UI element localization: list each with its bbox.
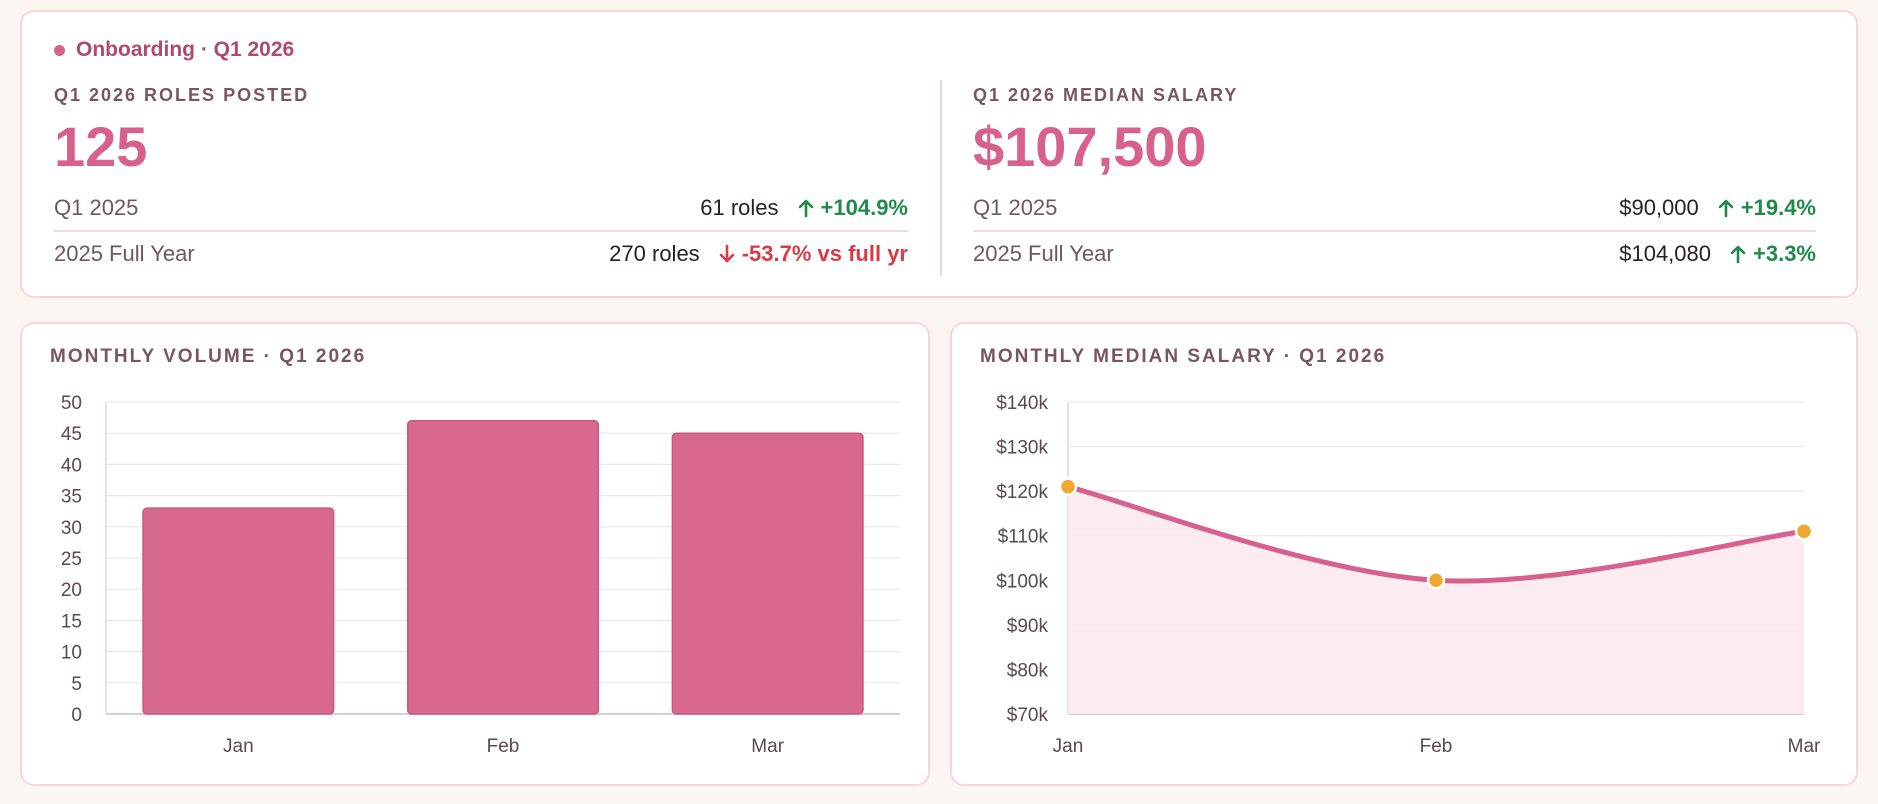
delta-text: -53.7% vs full yr	[741, 241, 908, 266]
salary-compare-q1-row: Q1 2025 $90,000 +19.4%	[973, 186, 1816, 232]
kpi-summary-card: Onboarding · Q1 2026 Q1 2026 ROLES POSTE…	[20, 10, 1858, 298]
delta-badge: +3.3%	[1729, 241, 1816, 267]
salary-point-feb	[1426, 571, 1446, 590]
bar-feb	[406, 419, 600, 715]
y-tick-label: $90k	[1007, 616, 1049, 637]
y-tick-label: 5	[71, 674, 82, 695]
y-tick-label: 50	[61, 393, 82, 414]
salary-chart-title: MONTHLY MEDIAN SALARY · Q1 2026	[980, 346, 1387, 367]
compare-value: 270 roles	[609, 241, 700, 266]
kpi-divider	[940, 80, 942, 276]
volume-chart-title: MONTHLY VOLUME · Q1 2026	[50, 346, 367, 367]
y-tick-label: 0	[71, 705, 82, 726]
roles-kpi-label: Q1 2026 ROLES POSTED	[54, 85, 310, 105]
roles-compare-fy-row: 2025 Full Year 270 roles -53.7% vs full …	[54, 232, 908, 276]
x-tick-label: Jan	[223, 736, 254, 757]
salary-point-mar	[1794, 522, 1814, 541]
section-badge-label: Onboarding · Q1 2026	[76, 38, 295, 61]
x-tick-label: Mar	[751, 736, 784, 757]
y-tick-label: $140k	[996, 393, 1048, 414]
bar-jan	[142, 507, 335, 715]
roles-posted-kpi: Q1 2026 ROLES POSTED 125 Q1 2025 61 role…	[54, 82, 908, 276]
delta-badge: +19.4%	[1717, 195, 1816, 221]
salary-kpi-label: Q1 2026 MEDIAN SALARY	[973, 85, 1239, 105]
y-tick-label: 45	[61, 424, 82, 445]
salary-point-jan	[1058, 477, 1078, 496]
arrow-up-icon	[1718, 199, 1734, 218]
compare-value: 61 roles	[700, 195, 779, 220]
y-tick-label: $120k	[996, 482, 1048, 503]
compare-label: 2025 Full Year	[54, 241, 195, 266]
arrow-up-icon	[798, 199, 813, 218]
monthly-volume-chart: 0 5 10 15 20 25 30 35 40 45 50 Jan Feb Mar	[61, 393, 900, 757]
roles-kpi-value: 125	[54, 115, 148, 178]
y-tick-label: $70k	[1007, 705, 1049, 726]
compare-label: Q1 2025	[54, 195, 139, 220]
x-tick-label: Jan	[1053, 736, 1084, 757]
delta-badge: -53.7% vs full yr	[718, 241, 908, 267]
x-tick-label: Mar	[1788, 736, 1821, 757]
arrow-down-icon	[719, 244, 734, 263]
x-tick-label: Feb	[487, 736, 520, 757]
y-tick-label: 35	[61, 487, 82, 508]
y-tick-label: $130k	[996, 438, 1048, 459]
y-tick-label: 30	[61, 518, 82, 539]
monthly-volume-card: MONTHLY VOLUME · Q1 2026 0 5 10 15 20 25 30 35 4…	[20, 322, 930, 786]
arrow-up-icon	[1730, 245, 1746, 264]
compare-label: 2025 Full Year	[973, 241, 1114, 266]
delta-badge: +104.9%	[797, 195, 908, 221]
delta-text: +19.4%	[1740, 195, 1816, 220]
y-tick-label: $110k	[998, 527, 1049, 548]
salary-compare-fy-row: 2025 Full Year $104,080 +3.3%	[973, 232, 1816, 276]
y-tick-label: $80k	[1007, 660, 1049, 681]
median-salary-kpi: Q1 2026 MEDIAN SALARY $107,500 Q1 2025 $…	[973, 82, 1816, 276]
y-tick-label: $100k	[996, 571, 1048, 592]
salary-kpi-value: $107,500	[973, 115, 1207, 178]
bar-mar	[671, 432, 864, 715]
monthly-salary-card: MONTHLY MEDIAN SALARY · Q1 2026 $70k $80k…	[950, 322, 1858, 786]
compare-value: $104,080	[1619, 241, 1711, 266]
monthly-salary-chart: $70k $80k $90k $100k $110k $120k $130k $140k Jan…	[996, 393, 1821, 757]
delta-text: +3.3%	[1753, 241, 1816, 266]
y-tick-label: 40	[61, 455, 82, 476]
compare-label: Q1 2025	[973, 195, 1058, 220]
section-badge: Onboarding · Q1 2026	[54, 38, 294, 62]
compare-value: $90,000	[1619, 195, 1699, 220]
x-tick-label: Feb	[1420, 736, 1453, 757]
y-tick-label: 10	[61, 643, 82, 664]
status-dot-icon	[54, 44, 65, 56]
y-tick-label: 20	[61, 580, 82, 601]
delta-text: +104.9%	[820, 195, 908, 220]
y-tick-label: 15	[61, 611, 82, 632]
roles-compare-q1-row: Q1 2025 61 roles +104.9%	[54, 186, 908, 232]
y-tick-label: 25	[61, 549, 82, 570]
